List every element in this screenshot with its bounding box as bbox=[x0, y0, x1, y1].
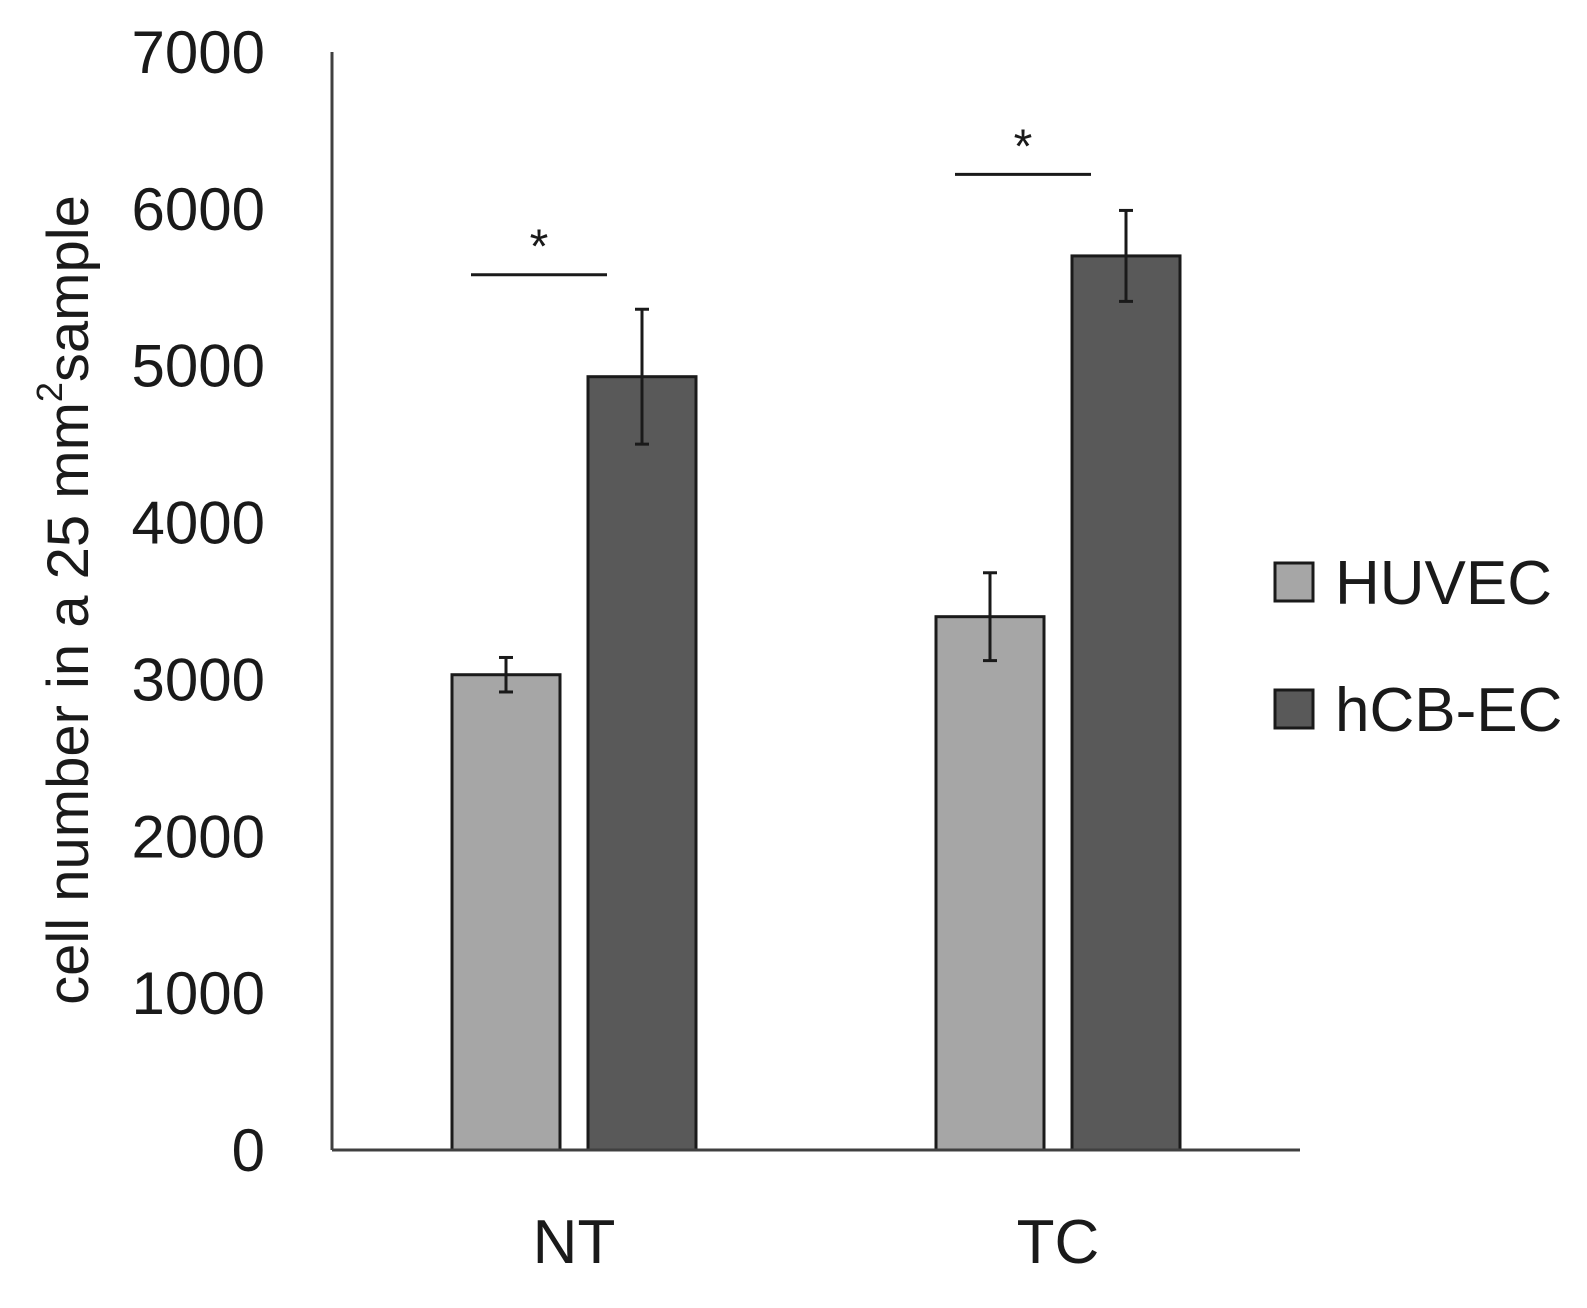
significance-markers: ** bbox=[471, 120, 1091, 277]
y-axis-ticks: 0 1000 2000 3000 4000 5000 6000 7000 bbox=[132, 19, 265, 1184]
y-axis-label-superscript: 2 bbox=[29, 382, 70, 402]
x-tick-label: NT bbox=[533, 1208, 616, 1277]
y-tick-label: 6000 bbox=[132, 176, 265, 243]
bar-hcb-ec-nt bbox=[586, 375, 698, 1152]
legend: HUVEC hCB-EC bbox=[1273, 549, 1562, 745]
y-tick-label: 0 bbox=[232, 1117, 265, 1184]
error-bars bbox=[499, 208, 1133, 694]
y-axis-label: cell number in a 25 mm2sample bbox=[29, 195, 101, 1005]
y-tick-label: 7000 bbox=[132, 19, 265, 86]
significance-star: * bbox=[1014, 120, 1033, 173]
legend-label-hcb-ec: hCB-EC bbox=[1335, 676, 1562, 745]
y-tick-label: 1000 bbox=[132, 960, 265, 1027]
bar-huvec-nt bbox=[450, 673, 562, 1152]
bars bbox=[450, 254, 1182, 1152]
legend-swatch-huvec bbox=[1273, 561, 1315, 603]
x-tick-label: TC bbox=[1017, 1208, 1100, 1277]
legend-swatch-hcb-ec bbox=[1273, 688, 1315, 730]
bar-huvec-tc bbox=[934, 615, 1046, 1152]
y-tick-label: 5000 bbox=[132, 333, 265, 400]
y-tick-label: 3000 bbox=[132, 646, 265, 713]
y-tick-label: 4000 bbox=[132, 490, 265, 557]
bar-hcb-ec-tc bbox=[1070, 254, 1182, 1152]
significance-star: * bbox=[530, 221, 549, 274]
y-tick-label: 2000 bbox=[132, 803, 265, 870]
x-axis-categories: NT TC bbox=[533, 1208, 1100, 1277]
legend-label-huvec: HUVEC bbox=[1335, 549, 1552, 618]
